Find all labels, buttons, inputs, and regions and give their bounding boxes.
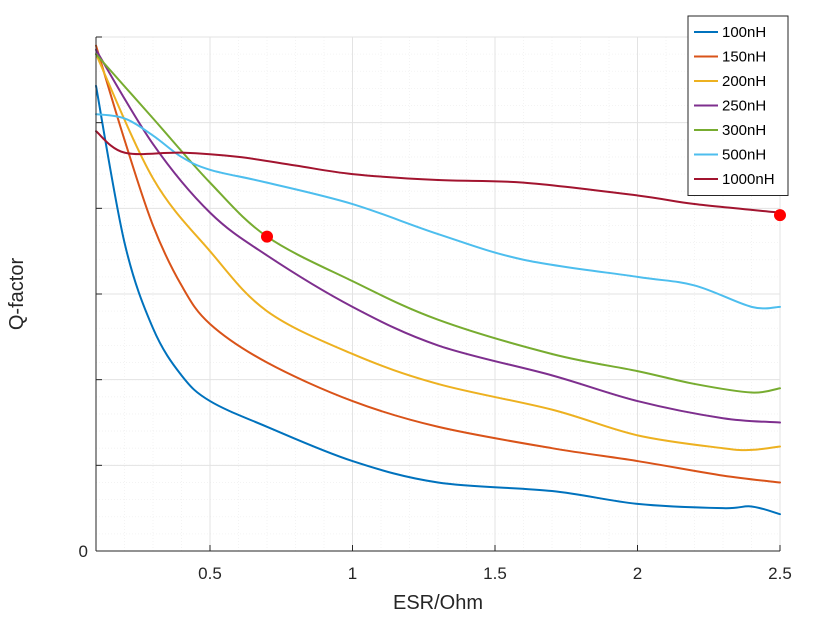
legend-label-500nH: 500nH <box>722 147 766 164</box>
series-line-500nH <box>95 113 781 310</box>
series-line-250nH <box>95 48 781 424</box>
marker-layer <box>261 209 786 243</box>
legend-label-300nH: 300nH <box>722 122 766 139</box>
x-tick-label: 2.5 <box>768 564 792 583</box>
x-tick-label: 2 <box>633 564 642 583</box>
axes-layer <box>95 36 781 552</box>
x-axis-label: ESR/Ohm <box>393 592 483 614</box>
legend-label-250nH: 250nH <box>722 98 766 115</box>
legend-label-200nH: 200nH <box>722 73 766 90</box>
y-tick-label: 0 <box>79 542 88 561</box>
x-tick-label: 0.5 <box>198 564 222 583</box>
series-line-150nH <box>95 44 781 484</box>
series-line-200nH <box>95 53 781 452</box>
highlight-marker-2 <box>774 209 786 222</box>
legend-label-150nH: 150nH <box>722 49 766 66</box>
x-tick-label: 1 <box>348 564 357 583</box>
legend-label-1000nH: 1000nH <box>722 171 775 188</box>
x-tick-label: 1.5 <box>483 564 507 583</box>
highlight-marker-1 <box>261 230 273 243</box>
legend-label-100nH: 100nH <box>722 24 766 41</box>
series-layer <box>95 44 781 516</box>
legend: 100nH 150nH 200nH 250nH 300nH 500nH 1000nH <box>687 15 789 196</box>
tick-labels: 0.5 1 1.5 2 2.5 0 <box>79 542 792 583</box>
series-line-1000nH <box>95 130 781 214</box>
series-line-100nH <box>95 84 781 516</box>
y-axis-label: Q-factor <box>6 258 28 331</box>
series-line-300nH <box>95 53 781 394</box>
